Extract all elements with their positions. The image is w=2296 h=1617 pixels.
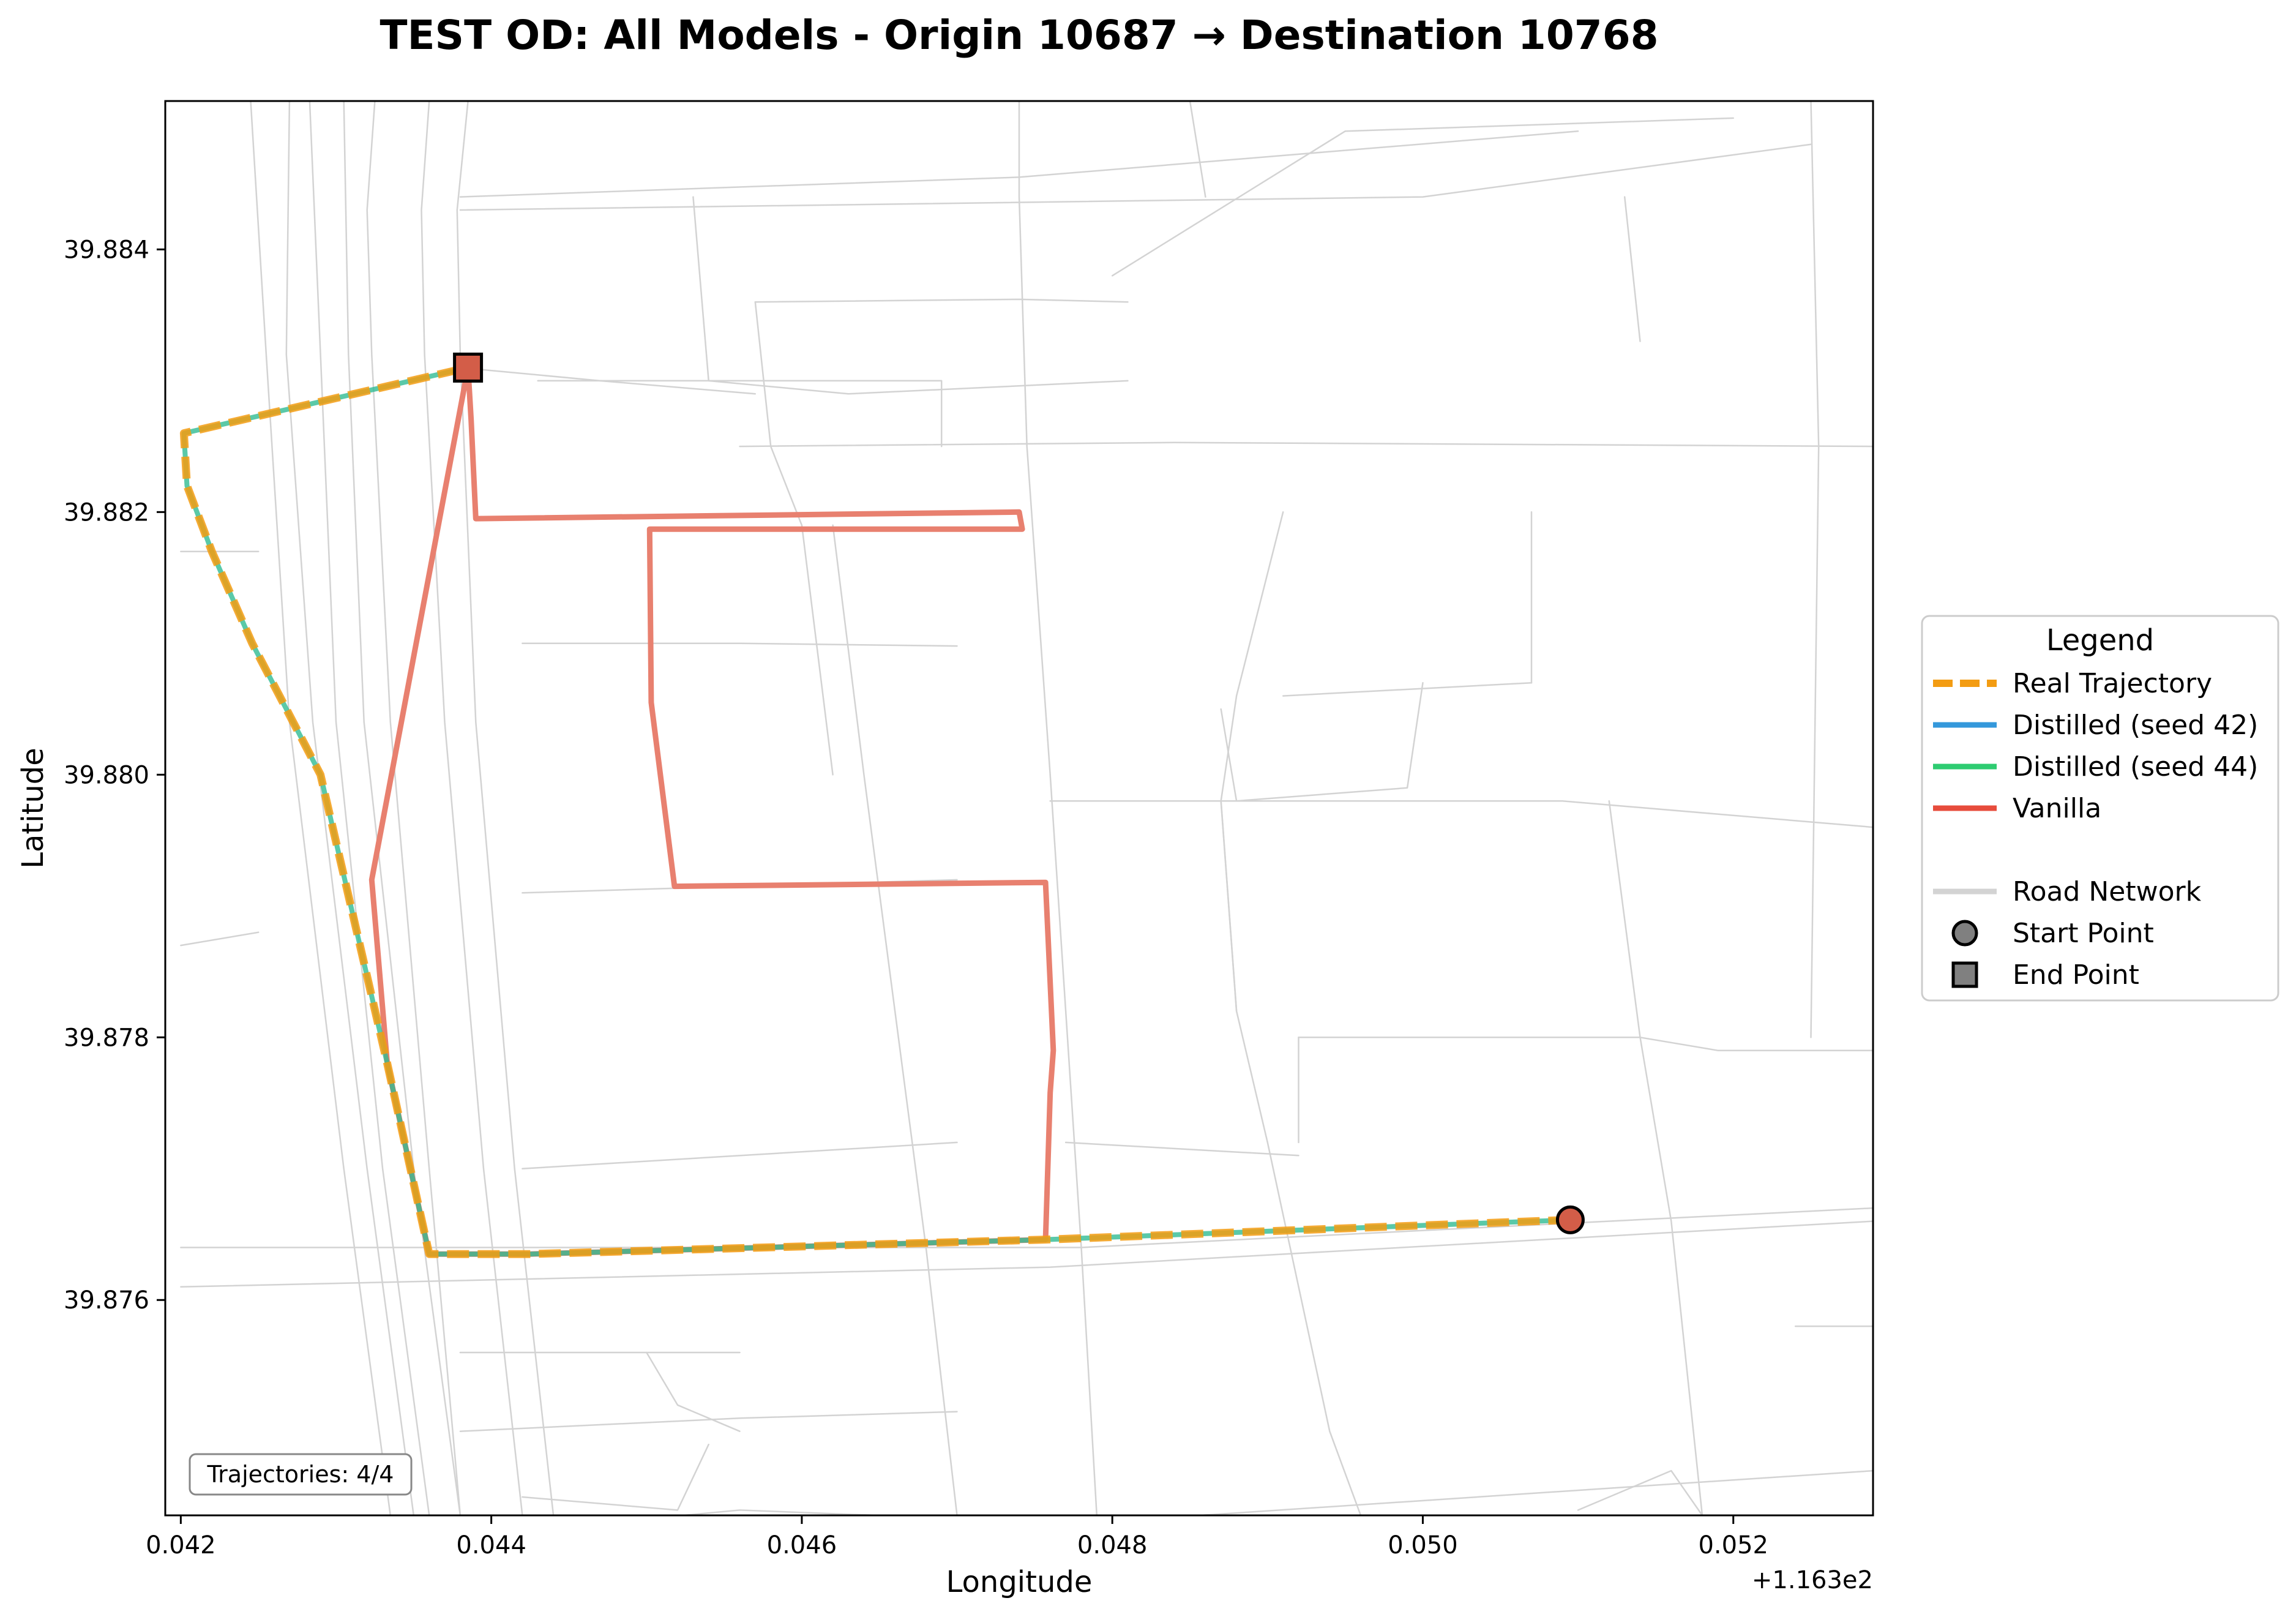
road-segment	[1810, 101, 1820, 1038]
road-segment	[754, 298, 1129, 303]
y-tick-label: 39.884	[64, 236, 149, 264]
end-point-marker	[453, 352, 484, 383]
road-segment	[180, 1207, 1873, 1248]
legend-swatch	[1951, 961, 1978, 988]
road-segment	[1049, 800, 1873, 828]
x-tick-label: 0.044	[456, 1531, 526, 1559]
road-segment	[537, 380, 943, 448]
road-segment	[675, 1469, 1873, 1515]
road-segment	[285, 101, 415, 1515]
legend-title: Legend	[2046, 623, 2154, 658]
road-segment	[1220, 681, 1424, 802]
road-segment	[692, 196, 1129, 395]
legend-label: Vanilla	[2013, 793, 2101, 824]
road-segment	[1018, 101, 1098, 1515]
trajectory-count-box: Trajectories: 4/4	[189, 1453, 413, 1496]
x-axis-ticks: 0.042 0.044 0.046 0.048 0.050 0.052	[146, 1515, 1768, 1559]
legend: Legend Real Trajectory Distilled (seed 42…	[1921, 615, 2279, 1002]
road-segment	[1639, 1037, 1873, 1051]
road-segment	[180, 1220, 1873, 1288]
legend-label: Road Network	[2013, 876, 2202, 907]
road-segment	[343, 101, 462, 1515]
road-segment	[1608, 800, 1703, 1515]
road-segment	[1111, 117, 1734, 277]
y-tick-label: 39.876	[64, 1286, 149, 1315]
x-tick-label: 0.048	[1077, 1531, 1148, 1559]
plot-area	[165, 101, 1873, 1515]
legend-label: Distilled (seed 44)	[2013, 751, 2258, 782]
y-axis-ticks: 39.876 39.878 39.880 39.882 39.884	[64, 236, 165, 1315]
legend-label: Real Trajectory	[2013, 668, 2212, 699]
road-segment	[366, 101, 462, 1515]
start-point-marker	[1555, 1205, 1585, 1234]
x-tick-label: 0.042	[146, 1531, 216, 1559]
legend-label: Start Point	[2013, 918, 2154, 949]
road-segment	[1220, 800, 1362, 1515]
legend-label: End Point	[2013, 959, 2139, 991]
x-tick-label: 0.050	[1388, 1531, 1458, 1559]
y-tick-label: 39.882	[64, 498, 149, 527]
legend-label: Distilled (seed 42)	[2013, 710, 2258, 741]
legend-item: Vanilla	[1933, 793, 2101, 824]
chart-title: TEST OD: All Models - Origin 10687 → Des…	[380, 12, 1658, 59]
legend-item: End Point	[1951, 959, 2139, 991]
legend-items: Real Trajectory Distilled (seed 42) Distil…	[1933, 668, 2258, 991]
road-segment	[522, 1141, 958, 1170]
road-segment	[1189, 101, 1206, 198]
legend-item: Real Trajectory	[1933, 668, 2212, 699]
x-tick-label: 0.046	[767, 1531, 837, 1559]
trajectory-count: Trajectories: 4/4	[207, 1461, 394, 1488]
x-axis-offset: +1.163e2	[1752, 1566, 1873, 1594]
road-segment	[1623, 196, 1641, 342]
road-segment	[459, 143, 1812, 211]
y-tick-label: 39.878	[64, 1024, 149, 1052]
plot-frame	[164, 100, 1874, 1517]
road-segment	[754, 301, 834, 776]
road-segment	[739, 441, 1873, 448]
legend-item: Distilled (seed 44)	[1933, 751, 2258, 782]
y-tick-label: 39.880	[64, 761, 149, 789]
road-segment	[459, 1411, 958, 1432]
road-segment	[522, 642, 958, 647]
road-segment	[456, 101, 555, 1515]
y-axis-label: Latitude	[16, 748, 50, 869]
road-segment	[646, 1351, 741, 1432]
series-line-real-trajectory	[179, 364, 1571, 1258]
road-segment	[522, 1443, 709, 1511]
road-segment	[1282, 681, 1533, 697]
road-segment	[832, 524, 958, 1515]
road-network	[180, 101, 1873, 1515]
road-segment	[1577, 1469, 1703, 1515]
legend-item: Road Network	[1933, 876, 2202, 907]
x-axis-label: Longitude	[946, 1565, 1093, 1599]
od-markers	[453, 352, 1585, 1234]
legend-swatch	[1951, 920, 1978, 947]
road-segment	[1064, 1141, 1299, 1157]
x-tick-label: 0.052	[1698, 1531, 1768, 1559]
road-segment	[459, 367, 757, 395]
trajectory-series	[179, 364, 1571, 1258]
legend-item: Start Point	[1951, 918, 2154, 949]
road-segment	[180, 931, 260, 947]
legend-frame	[1921, 615, 2279, 1002]
legend-item: Distilled (seed 42)	[1933, 710, 2258, 741]
road-segment	[309, 101, 430, 1515]
